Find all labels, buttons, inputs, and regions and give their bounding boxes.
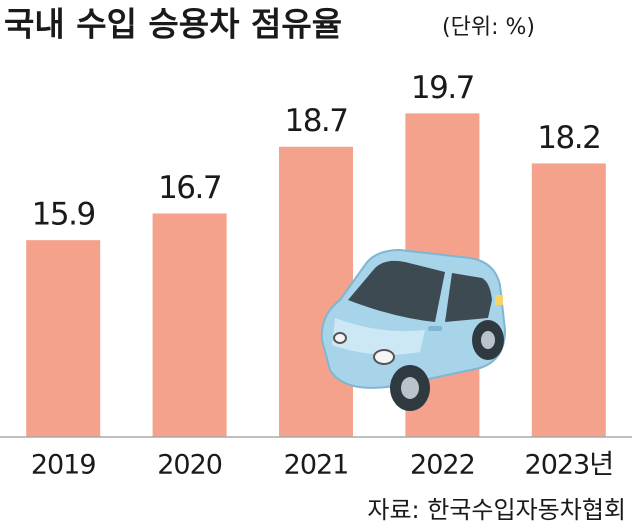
- bar: [279, 146, 353, 437]
- x-tick-label: 2023년: [525, 450, 614, 481]
- bar: [26, 240, 101, 437]
- value-label: 15.9: [32, 197, 95, 233]
- value-label: 18.7: [284, 103, 347, 139]
- source: 자료: 한국수입자동차협회: [367, 496, 626, 524]
- chart-subtitle: (단위: %): [442, 15, 535, 40]
- value-label: 16.7: [158, 170, 221, 206]
- x-tick-label: 2019: [31, 450, 96, 481]
- x-tick-label: 2022: [410, 450, 475, 481]
- value-label: 19.7: [411, 70, 474, 106]
- car-illustration: [320, 248, 507, 411]
- value-label: 18.2: [537, 120, 600, 156]
- chart-title: 국내 수입 승용차 점유율: [4, 5, 342, 44]
- bar: [152, 213, 227, 437]
- bar: [531, 163, 606, 437]
- x-tick-label: 2021: [284, 450, 349, 481]
- x-tick-label: 2020: [157, 450, 222, 481]
